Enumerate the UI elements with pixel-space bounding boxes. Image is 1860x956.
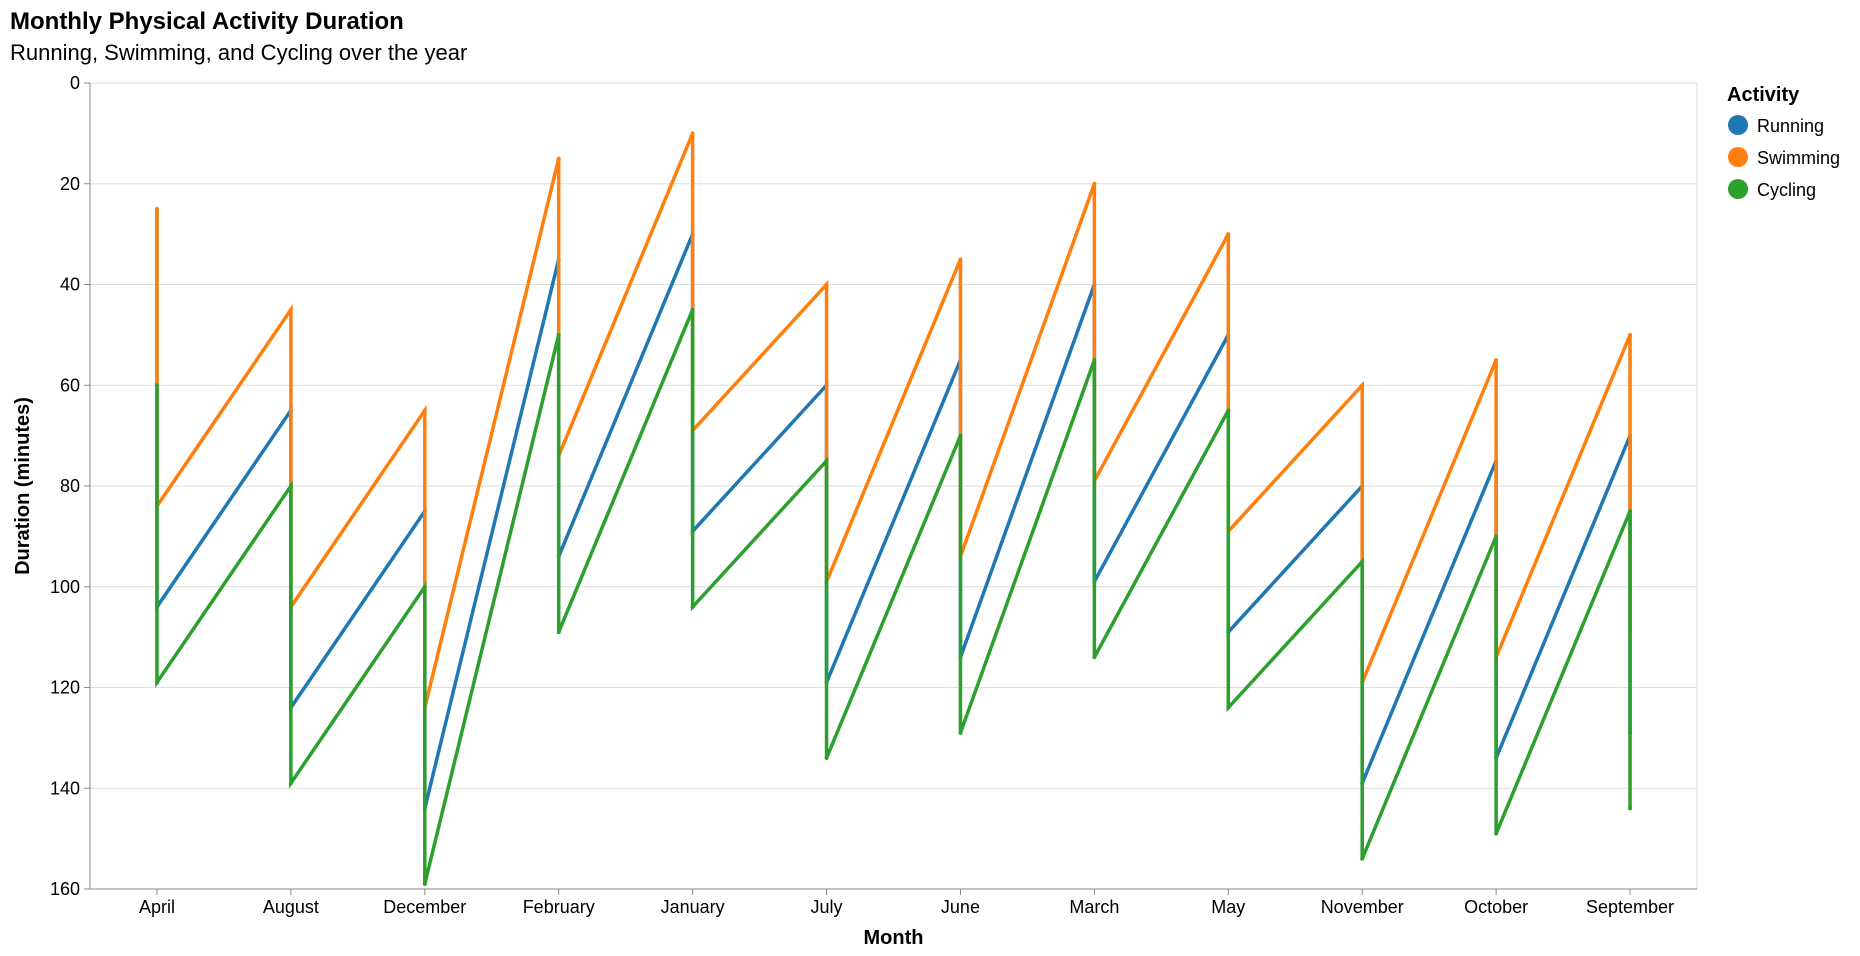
y-tick-label: 80 bbox=[60, 476, 80, 496]
data-point-cycling bbox=[1226, 408, 1231, 413]
chart-title: Monthly Physical Activity Duration bbox=[10, 8, 404, 35]
data-point-swimming bbox=[958, 257, 963, 262]
x-axis-title: Month bbox=[864, 927, 924, 949]
data-point-cycling bbox=[690, 604, 695, 609]
data-point-cycling bbox=[1092, 358, 1097, 363]
x-tick-label: December bbox=[383, 897, 466, 917]
x-tick-label: February bbox=[523, 897, 595, 917]
data-point-cycling bbox=[1494, 831, 1499, 836]
series-line-cycling bbox=[155, 309, 1632, 885]
x-tick-label: September bbox=[1586, 897, 1674, 917]
data-point-cycling bbox=[1628, 509, 1633, 514]
legend-swatch-cycling bbox=[1728, 179, 1748, 199]
data-point-cycling bbox=[824, 458, 829, 463]
legend-title: Activity bbox=[1727, 84, 1800, 106]
y-tick-label: 160 bbox=[50, 879, 80, 899]
x-tick-label: November bbox=[1321, 897, 1404, 917]
data-point-swimming bbox=[422, 408, 427, 413]
data-point-cycling bbox=[288, 484, 293, 488]
data-point-cycling bbox=[1226, 705, 1231, 710]
legend-label-swimming: Swimming bbox=[1757, 148, 1840, 168]
y-tick-label: 120 bbox=[50, 678, 80, 698]
data-point-cycling bbox=[556, 332, 561, 337]
data-point-cycling bbox=[1628, 806, 1633, 811]
data-point-cycling bbox=[422, 584, 427, 589]
x-tick-label: March bbox=[1069, 897, 1119, 917]
y-tick-label: 140 bbox=[50, 778, 80, 798]
data-point-cycling bbox=[288, 781, 293, 786]
data-point-cycling bbox=[1360, 559, 1365, 564]
y-tick-label: 40 bbox=[60, 275, 80, 295]
data-point-swimming bbox=[1628, 332, 1633, 337]
x-tick-label: June bbox=[941, 897, 980, 917]
data-point-cycling bbox=[154, 383, 159, 388]
y-axis-title: Duration (minutes) bbox=[12, 397, 34, 575]
y-tick-label: 100 bbox=[50, 577, 80, 597]
y-tick-label: 0 bbox=[70, 73, 80, 93]
data-point-cycling bbox=[690, 307, 695, 312]
data-point-cycling bbox=[824, 756, 829, 761]
data-point-cycling bbox=[1092, 655, 1097, 660]
data-point-swimming bbox=[154, 206, 159, 211]
x-tick-label: May bbox=[1211, 897, 1245, 917]
data-point-swimming bbox=[1226, 232, 1231, 237]
legend-label-cycling: Cycling bbox=[1757, 180, 1816, 200]
data-point-cycling bbox=[556, 630, 561, 635]
x-tick-label: April bbox=[139, 897, 175, 917]
data-point-cycling bbox=[1360, 856, 1365, 861]
legend-swatch-running bbox=[1728, 115, 1748, 135]
data-point-swimming bbox=[1494, 358, 1499, 363]
chart-subtitle: Running, Swimming, and Cycling over the … bbox=[10, 40, 468, 65]
data-point-swimming bbox=[1360, 383, 1365, 388]
data-point-cycling bbox=[154, 680, 159, 685]
data-point-cycling bbox=[1494, 534, 1499, 539]
data-point-swimming bbox=[288, 307, 293, 312]
data-point-swimming bbox=[824, 282, 829, 287]
data-point-swimming bbox=[690, 131, 695, 136]
y-tick-label: 60 bbox=[60, 375, 80, 395]
legend-label-running: Running bbox=[1757, 116, 1824, 136]
data-point-swimming bbox=[556, 156, 561, 161]
data-point-swimming bbox=[1092, 181, 1097, 186]
x-tick-label: August bbox=[263, 897, 319, 917]
data-point-cycling bbox=[958, 433, 963, 438]
data-point-cycling bbox=[958, 730, 963, 735]
y-tick-label: 20 bbox=[60, 174, 80, 194]
x-tick-label: January bbox=[661, 897, 725, 917]
legend-swatch-swimming bbox=[1728, 147, 1748, 167]
data-point-cycling bbox=[422, 881, 427, 886]
x-tick-label: July bbox=[811, 897, 843, 917]
x-tick-label: October bbox=[1464, 897, 1528, 917]
series-line-running bbox=[155, 208, 1632, 809]
series-line-swimming bbox=[155, 132, 1632, 709]
